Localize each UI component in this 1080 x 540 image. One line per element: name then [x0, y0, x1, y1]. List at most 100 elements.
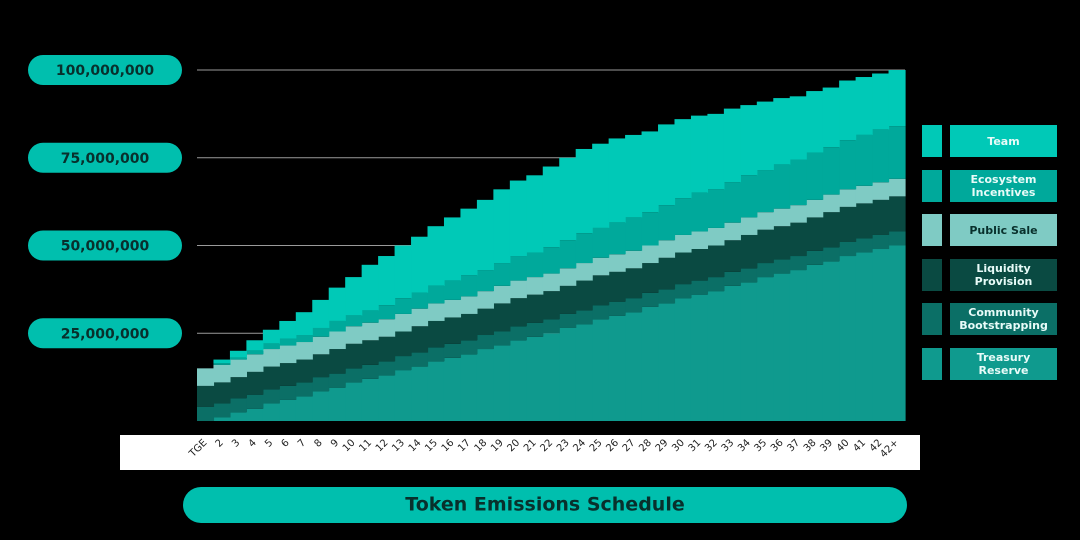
area-step — [592, 305, 610, 320]
area-step — [213, 382, 231, 404]
area-step — [476, 335, 494, 350]
area-step — [559, 268, 577, 286]
area-step — [262, 366, 280, 390]
area-step — [197, 368, 215, 386]
area-step — [262, 389, 280, 404]
area-step — [345, 277, 363, 316]
area-step — [872, 249, 890, 421]
area-step — [394, 298, 412, 314]
chart-title: Token Emissions Schedule — [405, 494, 684, 516]
area-step — [674, 284, 692, 299]
area-step — [328, 320, 346, 332]
area-step — [427, 361, 445, 421]
area-step — [592, 227, 610, 258]
area-step — [460, 313, 478, 341]
area-step — [641, 306, 659, 421]
legend-item: Public Sale — [922, 214, 1057, 246]
area-step — [674, 298, 692, 421]
area-step — [427, 347, 445, 362]
area-step — [789, 256, 807, 271]
area-step — [526, 252, 544, 278]
area-step — [658, 303, 676, 421]
area-step — [295, 335, 313, 343]
area-step — [246, 371, 264, 395]
area-step — [279, 385, 297, 400]
area-step — [888, 178, 906, 197]
area-step — [773, 273, 791, 421]
area-step — [740, 234, 758, 269]
y-tick-pill — [28, 142, 182, 173]
area-step — [872, 182, 890, 200]
area-step — [674, 119, 692, 199]
area-step — [888, 70, 906, 127]
area-step — [592, 257, 610, 276]
area-step — [806, 217, 824, 251]
area-step — [707, 227, 725, 246]
area-step — [855, 185, 873, 204]
area-step — [229, 398, 247, 413]
area-step — [443, 317, 462, 344]
area-step — [575, 233, 593, 264]
area-step — [361, 364, 379, 379]
area-step — [855, 134, 873, 186]
title-pill — [183, 487, 907, 523]
area-step — [378, 336, 396, 362]
area-step — [608, 271, 626, 302]
area-step — [822, 261, 840, 421]
area-step — [411, 366, 429, 421]
area-step — [658, 257, 676, 290]
area-step — [295, 382, 313, 397]
y-tick-pill — [28, 318, 182, 349]
y-tick-pill — [28, 230, 182, 261]
area-step — [559, 313, 577, 328]
legend-item: Ecosystem Incentives — [922, 169, 1057, 202]
area-step — [806, 250, 824, 265]
area-step — [493, 345, 511, 421]
area-step — [411, 352, 429, 367]
area-step — [839, 206, 857, 242]
area-step — [509, 340, 527, 421]
area-step — [575, 324, 593, 421]
area-step — [707, 245, 725, 278]
area-step — [625, 312, 643, 421]
area-step — [542, 333, 560, 421]
area-step — [707, 277, 725, 292]
area-step — [411, 326, 429, 353]
area-step — [773, 164, 791, 209]
area-step — [872, 199, 890, 235]
area-step — [526, 322, 544, 337]
area-step — [773, 98, 791, 165]
area-step — [625, 134, 643, 218]
area-step — [509, 180, 527, 257]
area-step — [789, 222, 807, 257]
area-step — [740, 268, 758, 283]
area-step — [608, 222, 626, 255]
area-step — [542, 291, 560, 320]
area-step — [279, 363, 297, 386]
area-step — [625, 298, 643, 313]
area-step — [328, 349, 346, 374]
area-step — [295, 359, 313, 383]
area-step — [723, 108, 741, 183]
area-step — [460, 296, 478, 314]
area-step — [312, 299, 330, 328]
area-step — [756, 277, 774, 421]
area-step — [411, 236, 429, 293]
area-step — [213, 363, 231, 365]
area-step — [509, 256, 527, 281]
area-step — [427, 226, 445, 286]
area-step — [295, 396, 313, 421]
area-step — [526, 336, 544, 421]
area-step — [575, 148, 593, 234]
area-step — [707, 189, 725, 228]
area-step — [806, 264, 824, 421]
area-step — [378, 361, 396, 376]
area-step — [493, 189, 511, 264]
area-step — [559, 327, 577, 421]
area-step — [476, 270, 494, 292]
legend-label: Team — [950, 125, 1057, 157]
area-step — [279, 338, 297, 346]
area-step — [839, 80, 857, 141]
area-step — [328, 387, 346, 421]
